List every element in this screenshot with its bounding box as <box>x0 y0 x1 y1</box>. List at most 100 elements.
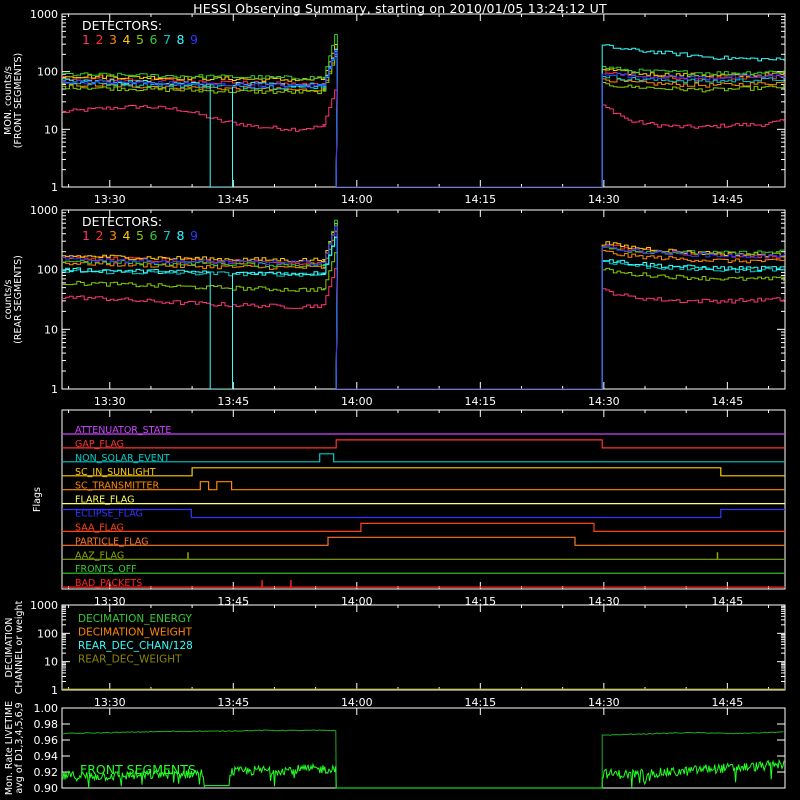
panel-1-series-detector-9 <box>62 226 785 389</box>
panel-1-legend-detector-3: 3 <box>109 228 117 243</box>
panel-1-ytick-label: 1000 <box>30 204 58 217</box>
panel-1-legend-title: DETECTORS: <box>82 214 162 229</box>
flag-line-sc_in_sunlight <box>62 467 785 477</box>
panel-1-ylabel: (REAR SEGMENTS) <box>13 255 24 344</box>
livetime-annotation: FRONT SEGMENTS <box>80 762 196 777</box>
panel-1-series-detector-1 <box>62 268 785 389</box>
flag-label-gap_flag: GAP_FLAG <box>75 439 124 450</box>
panel-0-legend-detector-1: 1 <box>82 32 90 47</box>
panel-0-ytick-label: 1 <box>51 181 58 194</box>
panel-3-xtick-label: 14:45 <box>712 696 744 709</box>
flag-line-eclipse_flag <box>62 508 785 519</box>
panel-0-legend-detector-8: 8 <box>177 32 185 47</box>
panel-1-xtick-label: 13:30 <box>94 395 126 408</box>
panel-0-xtick-label: 13:30 <box>94 193 126 206</box>
panel-0-ylabel: MON. counts/s <box>3 66 14 135</box>
panel-1-legend-detector-1: 1 <box>82 228 90 243</box>
panel-4-ylabel: avg of D1,3,4,5,6,9 <box>14 702 25 793</box>
panel-1-series-detector-2 <box>62 225 785 389</box>
decimation-legend-2: REAR_DEC_CHAN/128 <box>78 640 193 652</box>
panel-0-series-detector-2 <box>62 48 785 187</box>
panel-3-xtick-label: 14:00 <box>341 696 373 709</box>
panel-0-legend-detector-9: 9 <box>190 32 198 47</box>
panel-0-series-detector-8 <box>62 44 785 187</box>
panel-0-legend-detector-4: 4 <box>123 32 131 47</box>
panel-0-ytick-label: 100 <box>37 66 58 79</box>
flag-line-particle_flag <box>62 536 785 546</box>
flag-line-gap_flag <box>62 439 785 449</box>
panel-0-xtick-label: 14:45 <box>712 193 744 206</box>
chart-title: HESSI Observing Summary, starting on 201… <box>193 1 607 16</box>
panel-1-xtick-label: 14:45 <box>712 395 744 408</box>
panel-4-ytick-label: 0.90 <box>34 782 59 795</box>
panel-2-ylabel: Flags <box>32 487 43 512</box>
panel-3-frame <box>61 604 786 691</box>
panel-0-series-detector-1 <box>62 89 785 187</box>
panel-4-ytick-label: 0.98 <box>34 718 59 731</box>
panel-1-ytick-label: 10 <box>44 323 58 336</box>
panel-0-xtick-label: 14:00 <box>341 193 373 206</box>
panel-1-series-detector-8 <box>62 236 785 389</box>
panel-1-series-detector-5 <box>62 252 785 389</box>
panel-1-series-detector-6 <box>62 219 785 389</box>
panel-1-xtick-label: 14:00 <box>341 395 373 408</box>
flag-label-aaz_flag: AAZ_FLAG <box>75 550 124 561</box>
panel-0-series-detector-6 <box>62 34 785 187</box>
flag-label-fronts_off: FRONTS_OFF <box>75 564 137 575</box>
panel-1-ytick-label: 1 <box>51 383 58 396</box>
panel-1-legend-detector-4: 4 <box>123 228 131 243</box>
panel-0-series-group <box>62 34 785 187</box>
decimation-legend-1: DECIMATION_WEIGHT <box>78 627 193 639</box>
flag-label-eclipse_flag: ECLIPSE_FLAG <box>75 509 143 520</box>
panel-1-ytick-label: 100 <box>37 264 58 277</box>
panel-1-legend-detector-6: 6 <box>150 228 158 243</box>
panel-1-ylabel: counts/s <box>3 280 14 320</box>
panel-1-legend-detector-5: 5 <box>136 228 144 243</box>
panel-3-ytick-label: 1000 <box>30 599 58 612</box>
flag-line-non_solar_event <box>62 453 785 463</box>
panel-1-series-detector-7 <box>62 237 785 389</box>
flag-label-saa_flag: SAA_FLAG <box>75 522 124 533</box>
panel-0-legend-detector-7: 7 <box>163 32 171 47</box>
flag-line-sc_transmitter <box>62 481 785 491</box>
panel-0-xtick-label: 13:45 <box>217 193 249 206</box>
decimation-legend-0: DECIMATION_ENERGY <box>78 613 192 625</box>
panel-0-ylabel: (FRONT SEGMENTS) <box>13 53 24 148</box>
livetime-series-front <box>61 758 785 789</box>
panel-0-series-detector-3 <box>62 53 785 187</box>
flag-line-saa_flag <box>62 522 785 532</box>
panel-0-legend-detector-2: 2 <box>96 32 104 47</box>
panel-3-xtick-label: 14:30 <box>588 696 620 709</box>
panel-1-legend-detector-2: 2 <box>96 228 104 243</box>
panel-1-series-group <box>62 219 785 389</box>
decimation-legend-3: REAR_DEC_WEIGHT <box>78 654 182 666</box>
panel-1-xtick-label: 13:45 <box>217 395 249 408</box>
panel-1-legend-detector-7: 7 <box>163 228 171 243</box>
panel-1-series-detector-3 <box>62 230 785 389</box>
flag-label-particle_flag: PARTICLE_FLAG <box>75 536 148 547</box>
panel-3-ylabel: CHANNEL or weight <box>14 600 25 694</box>
flag-label-flare_flag: FLARE_FLAG <box>75 495 135 506</box>
panel-0-ytick-label: 1000 <box>30 8 58 21</box>
panel-4-ytick-label: 1.00 <box>34 702 59 715</box>
panel-3-ylabel: DECIMATION <box>4 618 15 678</box>
panel-1-xtick-label: 14:30 <box>588 395 620 408</box>
panel-1-legend-detector-9: 9 <box>190 228 198 243</box>
panel-1-legend-detector-8: 8 <box>177 228 185 243</box>
panel-3-ytick-label: 10 <box>44 656 58 669</box>
panel-0-series-detector-9 <box>62 50 785 187</box>
flag-label-sc_transmitter: SC_TRANSMITTER <box>75 481 160 492</box>
panel-4-ylabel: Mon. Rate LIVETIME <box>4 701 15 795</box>
panel-0-legend-title: DETECTORS: <box>82 18 162 33</box>
panel-3-ytick-label: 1 <box>51 684 58 697</box>
panel-1-series-detector-4 <box>62 223 785 389</box>
flag-label-attenuator_state: ATTENUATOR_STATE <box>75 425 171 436</box>
panel-2-frame <box>61 409 786 590</box>
panel-0-xtick-label: 14:30 <box>588 193 620 206</box>
panel-4-ytick-label: 0.94 <box>34 750 59 763</box>
panel-3-ytick-label: 100 <box>37 627 58 640</box>
panel-0-legend-detector-6: 6 <box>150 32 158 47</box>
livetime-series-rear <box>61 729 784 789</box>
flag-label-sc_in_sunlight: SC_IN_SUNLIGHT <box>75 467 156 478</box>
